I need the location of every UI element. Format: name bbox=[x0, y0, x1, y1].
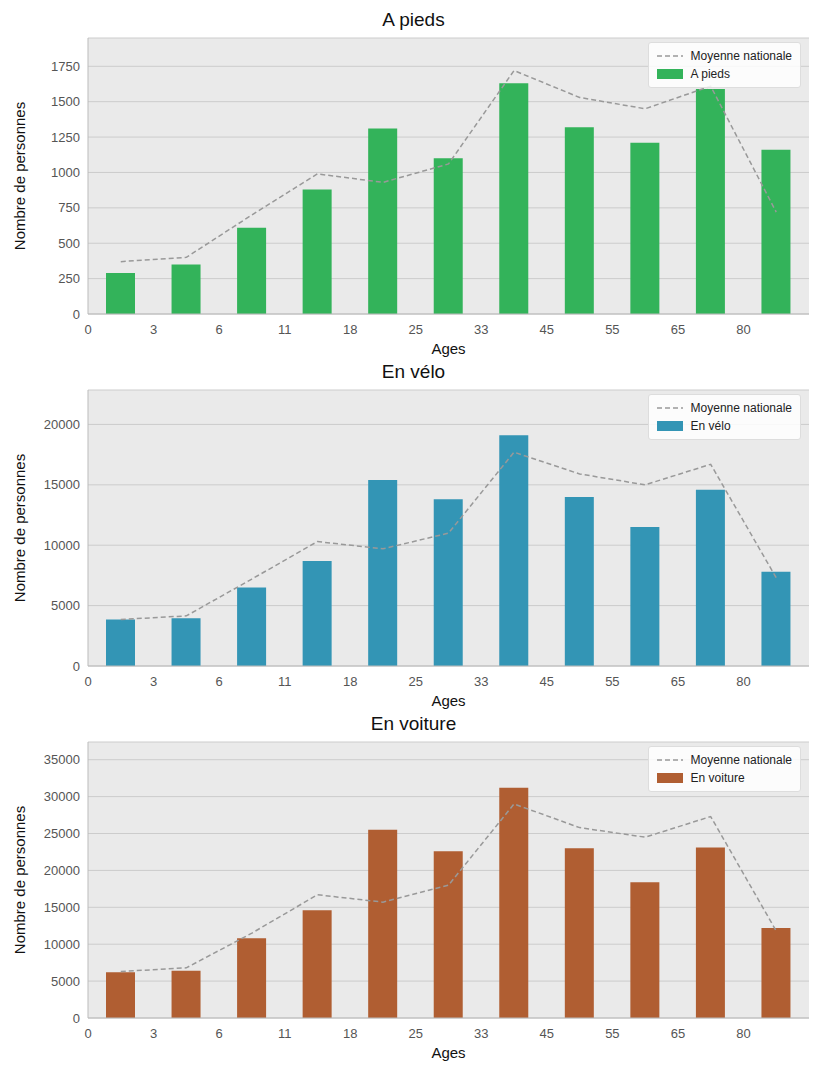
svg-text:33: 33 bbox=[474, 322, 488, 337]
svg-text:0: 0 bbox=[84, 674, 91, 689]
html-text:En vélo: En vélo bbox=[690, 419, 731, 433]
svg-text:15000: 15000 bbox=[44, 900, 80, 915]
svg-text:5000: 5000 bbox=[51, 974, 80, 989]
html-text:Moyenne nationale: Moyenne nationale bbox=[690, 49, 792, 63]
svg-text:18: 18 bbox=[343, 1026, 357, 1041]
html-text:En vélo: En vélo bbox=[381, 361, 446, 382]
svg-text:1750: 1750 bbox=[51, 59, 80, 74]
svg-text:1250: 1250 bbox=[51, 130, 80, 145]
svg-text:10000: 10000 bbox=[44, 538, 80, 553]
svg-text:25: 25 bbox=[408, 322, 422, 337]
svg-text:55: 55 bbox=[605, 322, 619, 337]
svg-text:65: 65 bbox=[671, 322, 685, 337]
svg-text:6: 6 bbox=[215, 322, 222, 337]
svg-text:55: 55 bbox=[605, 1026, 619, 1041]
svg-text:20000: 20000 bbox=[44, 863, 80, 878]
svg-text:6: 6 bbox=[215, 674, 222, 689]
svg-text:Nombre de personnes: Nombre de personnes bbox=[11, 102, 28, 250]
svg-text:25: 25 bbox=[408, 674, 422, 689]
html-text:En voiture: En voiture bbox=[370, 713, 457, 734]
svg-text:0: 0 bbox=[84, 1026, 91, 1041]
svg-text:1500: 1500 bbox=[51, 94, 80, 109]
svg-text:33: 33 bbox=[474, 1026, 488, 1041]
svg-text:65: 65 bbox=[671, 674, 685, 689]
svg-text:25: 25 bbox=[408, 1026, 422, 1041]
svg-text:35000: 35000 bbox=[44, 752, 80, 767]
svg-text:18: 18 bbox=[343, 322, 357, 337]
svg-text:6: 6 bbox=[215, 1026, 222, 1041]
svg-text:Ages: Ages bbox=[431, 340, 465, 357]
html-text:A pieds: A pieds bbox=[382, 9, 445, 30]
svg-text:55: 55 bbox=[605, 674, 619, 689]
svg-text:80: 80 bbox=[736, 1026, 750, 1041]
svg-text:11: 11 bbox=[278, 674, 292, 689]
svg-text:0: 0 bbox=[73, 1011, 80, 1026]
svg-text:750: 750 bbox=[58, 200, 80, 215]
svg-text:80: 80 bbox=[736, 674, 750, 689]
html-text:Moyenne nationale: Moyenne nationale bbox=[690, 401, 792, 415]
svg-text:80: 80 bbox=[736, 322, 750, 337]
html-text:Moyenne nationale: Moyenne nationale bbox=[690, 753, 792, 767]
svg-text:11: 11 bbox=[278, 1026, 292, 1041]
svg-text:Ages: Ages bbox=[431, 1044, 465, 1061]
svg-text:45: 45 bbox=[540, 322, 554, 337]
svg-text:1000: 1000 bbox=[51, 165, 80, 180]
svg-text:45: 45 bbox=[540, 674, 554, 689]
svg-text:25000: 25000 bbox=[44, 826, 80, 841]
svg-text:0: 0 bbox=[84, 322, 91, 337]
svg-text:18: 18 bbox=[343, 674, 357, 689]
svg-text:5000: 5000 bbox=[51, 598, 80, 613]
svg-text:0: 0 bbox=[73, 659, 80, 674]
svg-text:Ages: Ages bbox=[431, 692, 465, 709]
svg-text:0: 0 bbox=[73, 307, 80, 322]
svg-text:30000: 30000 bbox=[44, 789, 80, 804]
svg-text:10000: 10000 bbox=[44, 937, 80, 952]
svg-text:45: 45 bbox=[540, 1026, 554, 1041]
svg-text:500: 500 bbox=[58, 236, 80, 251]
html-text:En voiture: En voiture bbox=[690, 771, 745, 785]
svg-text:3: 3 bbox=[150, 322, 157, 337]
svg-text:Nombre de personnes: Nombre de personnes bbox=[11, 806, 28, 954]
svg-text:65: 65 bbox=[671, 1026, 685, 1041]
svg-text:250: 250 bbox=[58, 271, 80, 286]
svg-text:Nombre de personnes: Nombre de personnes bbox=[11, 454, 28, 602]
svg-text:11: 11 bbox=[278, 322, 292, 337]
svg-text:3: 3 bbox=[150, 1026, 157, 1041]
svg-text:15000: 15000 bbox=[44, 477, 80, 492]
html-text:A pieds: A pieds bbox=[690, 67, 730, 81]
svg-text:20000: 20000 bbox=[44, 417, 80, 432]
svg-text:33: 33 bbox=[474, 674, 488, 689]
svg-text:3: 3 bbox=[150, 674, 157, 689]
